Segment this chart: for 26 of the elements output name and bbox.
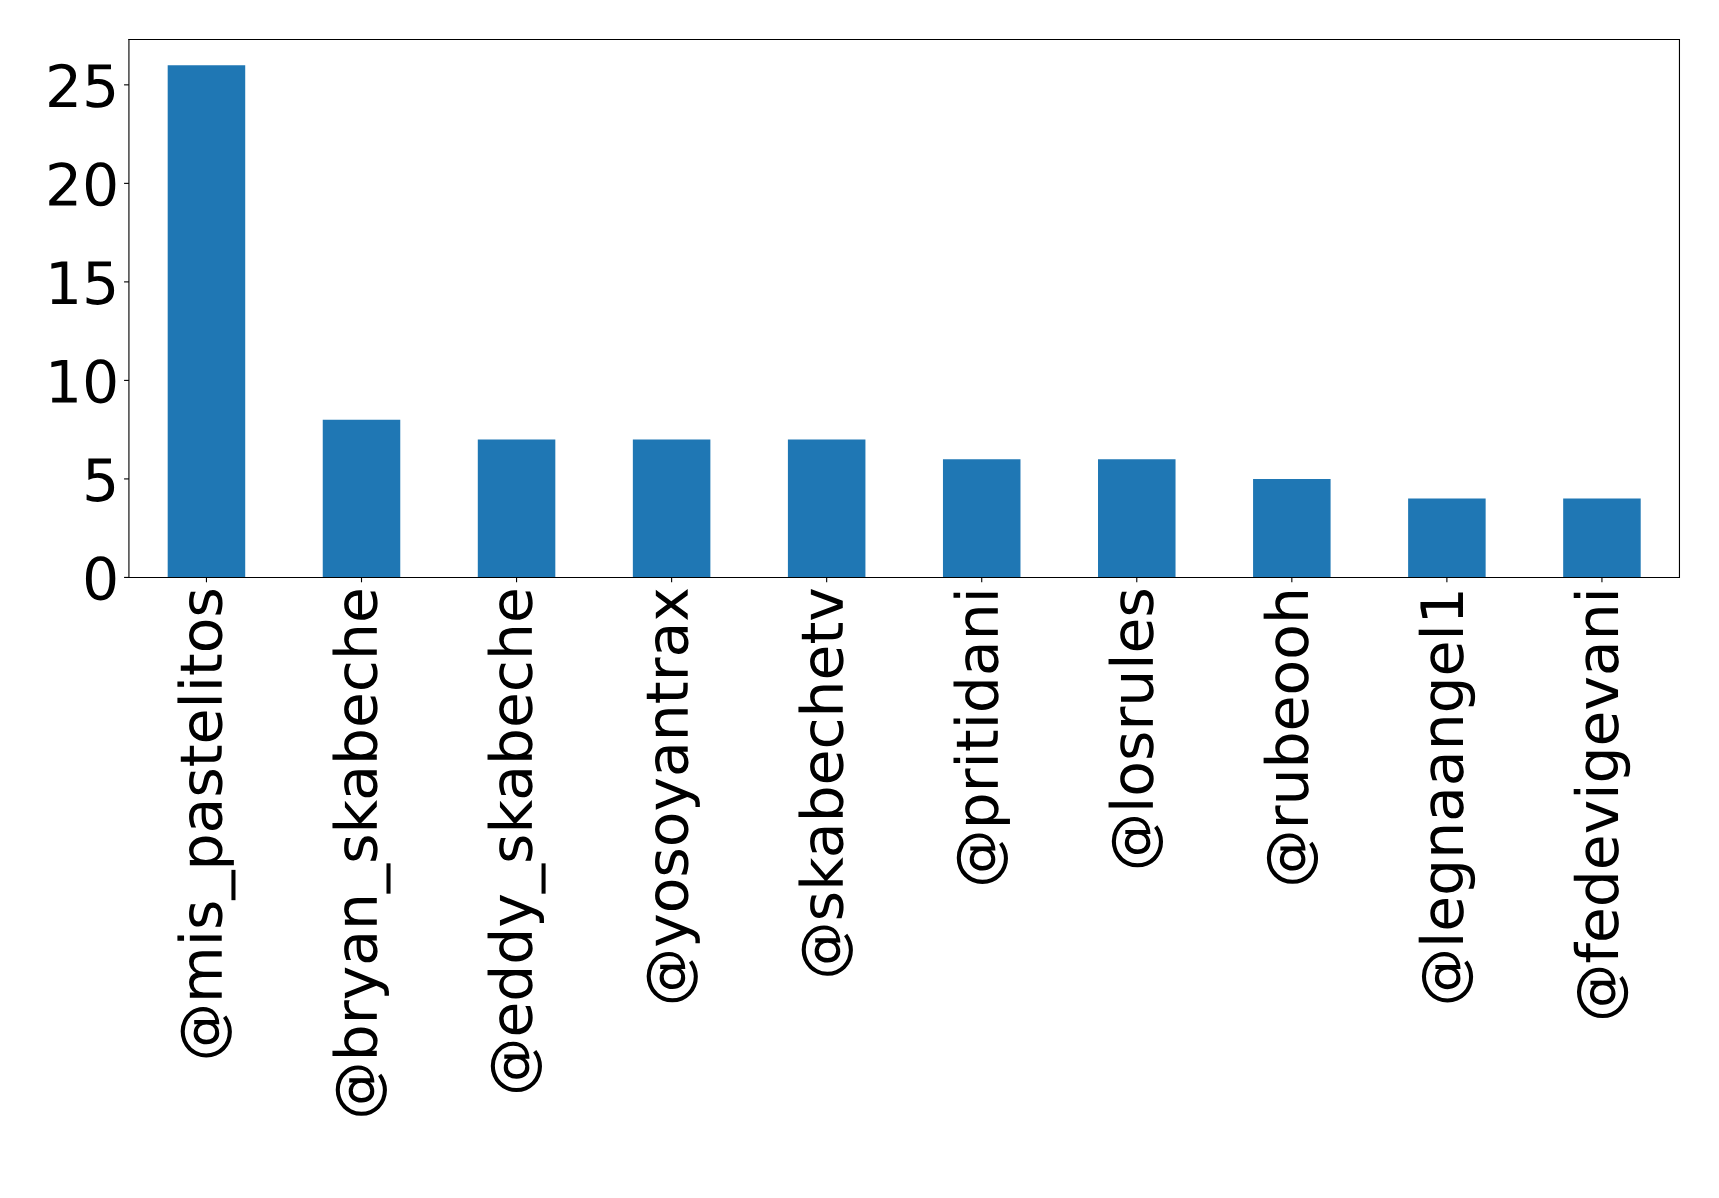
bar: [477, 439, 556, 578]
x-tick-label: @fedevigevani: [1573, 592, 1631, 1019]
bar: [787, 439, 866, 578]
x-tick-label: @skabechetv: [798, 588, 853, 976]
x-tick-label: @legnaangel1: [1418, 592, 1476, 1003]
y-tick-label: 25: [49, 63, 115, 108]
x-tick-label: @losrules: [1108, 590, 1164, 868]
bar: [632, 439, 711, 578]
y-tick-label: 5: [86, 458, 115, 502]
y-tick-label: 20: [49, 162, 116, 207]
x-tick-label: @bryan_skabeche: [332, 590, 391, 1116]
bar: [1253, 478, 1331, 578]
x-tick-label: @pritidani: [953, 592, 1010, 884]
y-tick-label: 0: [85, 556, 116, 601]
bar: [1408, 498, 1486, 578]
bar: [167, 65, 246, 578]
x-tick-label: @mis_pastelitos: [177, 590, 236, 1058]
bar: [322, 419, 401, 578]
x-tick-label: @rubeooh: [1263, 592, 1319, 884]
y-tick-label: 15: [51, 261, 115, 305]
bar: [1563, 498, 1641, 578]
bar: [1098, 459, 1176, 578]
x-tick-label: @yosoyantrax: [646, 589, 700, 1003]
bar: [942, 459, 1021, 578]
y-tick-label: 10: [51, 359, 116, 404]
x-tick-label: @eddy_skabeche: [487, 590, 546, 1093]
